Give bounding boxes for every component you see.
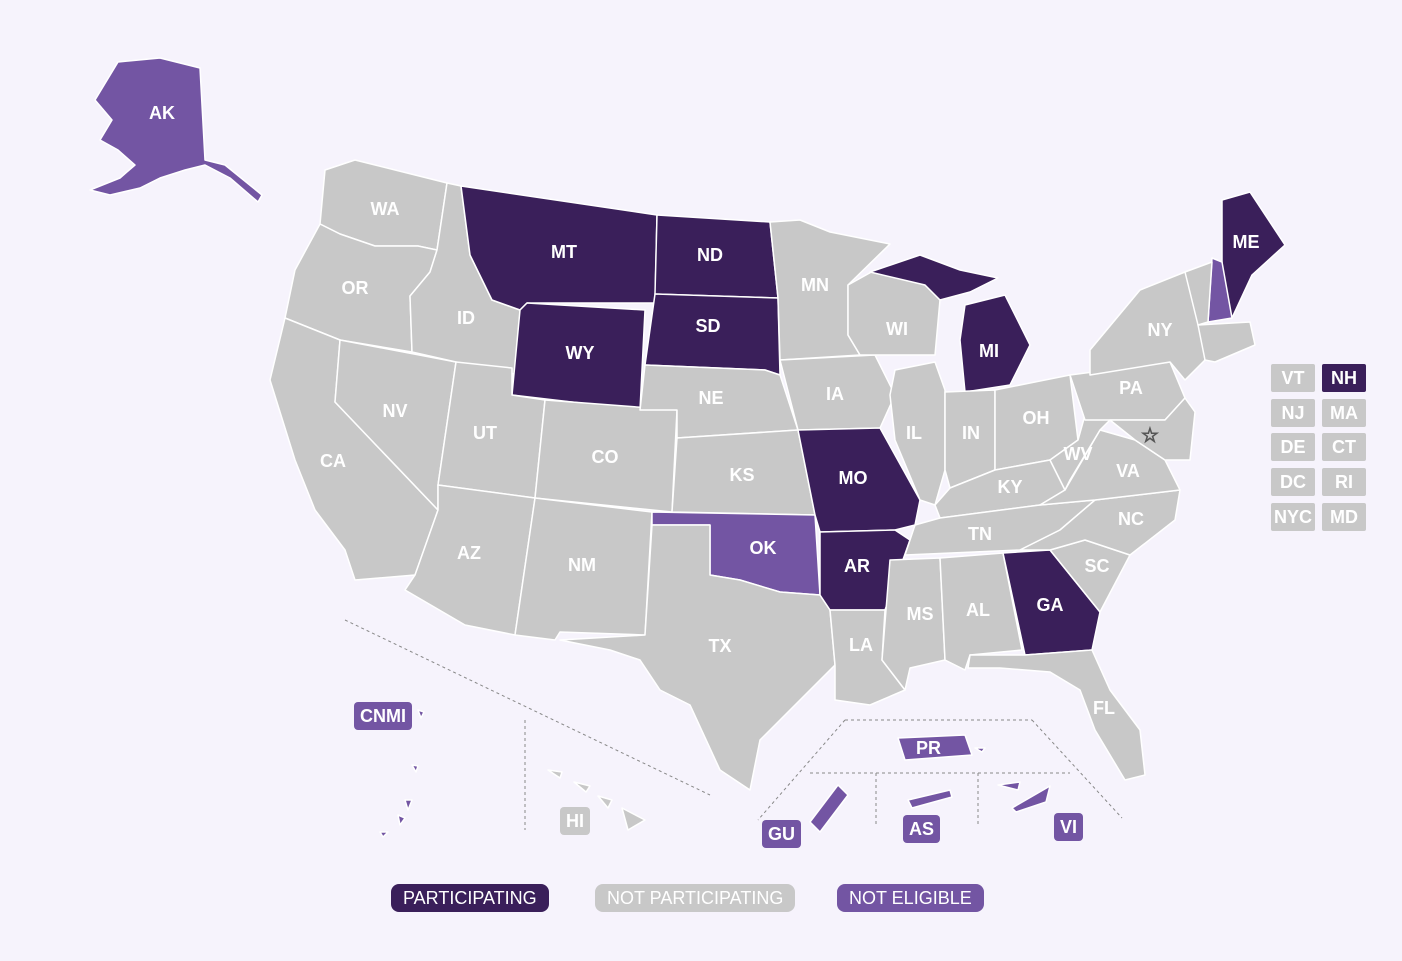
label-mt: MT <box>551 242 577 262</box>
label-wy: WY <box>566 343 595 363</box>
small-state-nh[interactable]: NH <box>1322 364 1366 392</box>
state-mo[interactable] <box>797 427 921 533</box>
state-wv[interactable] <box>1049 414 1111 491</box>
label-ms: MS <box>907 604 934 624</box>
badge-pr[interactable]: PR <box>916 737 942 758</box>
label-nd: ND <box>697 245 723 265</box>
label-ne: NE <box>698 388 723 408</box>
label-wi: WI <box>886 319 908 339</box>
territory-cnmi[interactable] <box>379 709 425 838</box>
label-la: LA <box>849 635 873 655</box>
label-id: ID <box>457 308 475 328</box>
label-wa: WA <box>371 199 400 219</box>
state-ia[interactable] <box>779 354 896 431</box>
state-me[interactable] <box>1221 191 1286 319</box>
label-tx: TX <box>708 636 731 656</box>
state-ak[interactable] <box>89 57 263 203</box>
label-az: AZ <box>457 543 481 563</box>
state-labels: AK WA OR CA NV ID MT WY UT AZ CO NM ND S… <box>149 103 1260 718</box>
small-state-nj[interactable]: NJ <box>1271 399 1315 427</box>
territory-gu[interactable] <box>809 784 849 833</box>
label-ar: AR <box>844 556 870 576</box>
state-ms[interactable] <box>881 557 946 691</box>
legend-participating: PARTICIPATING <box>391 884 549 912</box>
label-va: VA <box>1116 461 1140 481</box>
small-state-ct[interactable]: CT <box>1322 433 1366 461</box>
territory-as[interactable] <box>907 789 953 809</box>
small-state-dc[interactable]: DC <box>1271 468 1315 496</box>
label-ny: NY <box>1147 320 1172 340</box>
label-il: IL <box>906 423 922 443</box>
state-vt[interactable] <box>1184 261 1213 326</box>
small-state-vt[interactable]: VT <box>1271 364 1315 392</box>
state-va[interactable] <box>1039 429 1181 506</box>
legend-not-participating: NOT PARTICIPATING <box>595 884 796 912</box>
label-ky: KY <box>997 477 1022 497</box>
inset-separators <box>344 619 1123 830</box>
label-al: AL <box>966 600 990 620</box>
label-or: OR <box>342 278 369 298</box>
small-state-nyc[interactable]: NYC <box>1271 503 1315 531</box>
label-oh: OH <box>1023 408 1050 428</box>
label-fl: FL <box>1093 698 1115 718</box>
label-wv: WV <box>1064 444 1093 464</box>
badge-gu[interactable]: GU <box>762 820 801 848</box>
label-ia: IA <box>826 384 844 404</box>
small-state-md[interactable]: MD <box>1322 503 1366 531</box>
badge-vi[interactable]: VI <box>1054 813 1084 841</box>
state-la[interactable] <box>829 609 906 706</box>
legend-not-eligible: NOT ELIGIBLE <box>837 884 984 912</box>
state-mi[interactable] <box>869 254 1031 393</box>
label-tn: TN <box>968 524 992 544</box>
label-me: ME <box>1233 232 1260 252</box>
state-tx[interactable] <box>559 524 836 791</box>
label-sc: SC <box>1084 556 1109 576</box>
label-nc: NC <box>1118 509 1144 529</box>
label-ga: GA <box>1037 595 1064 615</box>
territory-pr[interactable] <box>897 734 986 761</box>
label-ak: AK <box>149 103 175 123</box>
label-mi: MI <box>979 341 999 361</box>
label-sd: SD <box>695 316 720 336</box>
label-ca: CA <box>320 451 346 471</box>
state-fl[interactable] <box>967 649 1146 781</box>
state-hi[interactable] <box>547 769 646 831</box>
territory-vi[interactable] <box>997 781 1051 813</box>
label-co: CO <box>592 447 619 467</box>
label-ok: OK <box>750 538 777 558</box>
small-state-ri[interactable]: RI <box>1322 468 1366 496</box>
label-ks: KS <box>729 465 754 485</box>
label-in: IN <box>962 423 980 443</box>
label-mn: MN <box>801 275 829 295</box>
label-pa: PA <box>1119 378 1143 398</box>
state-mid-atlantic <box>1109 397 1196 461</box>
label-nm: NM <box>568 555 596 575</box>
small-state-ma[interactable]: MA <box>1322 399 1366 427</box>
dc-star-icon: ☆ <box>1141 425 1159 447</box>
label-ut: UT <box>473 423 497 443</box>
badge-hi[interactable]: HI <box>560 807 590 835</box>
badge-as[interactable]: AS <box>903 815 941 843</box>
label-nv: NV <box>382 401 407 421</box>
badge-cnmi[interactable]: CNMI <box>354 702 412 730</box>
label-mo: MO <box>839 468 868 488</box>
state-ne-small <box>1197 321 1256 363</box>
small-state-de[interactable]: DE <box>1271 433 1315 461</box>
